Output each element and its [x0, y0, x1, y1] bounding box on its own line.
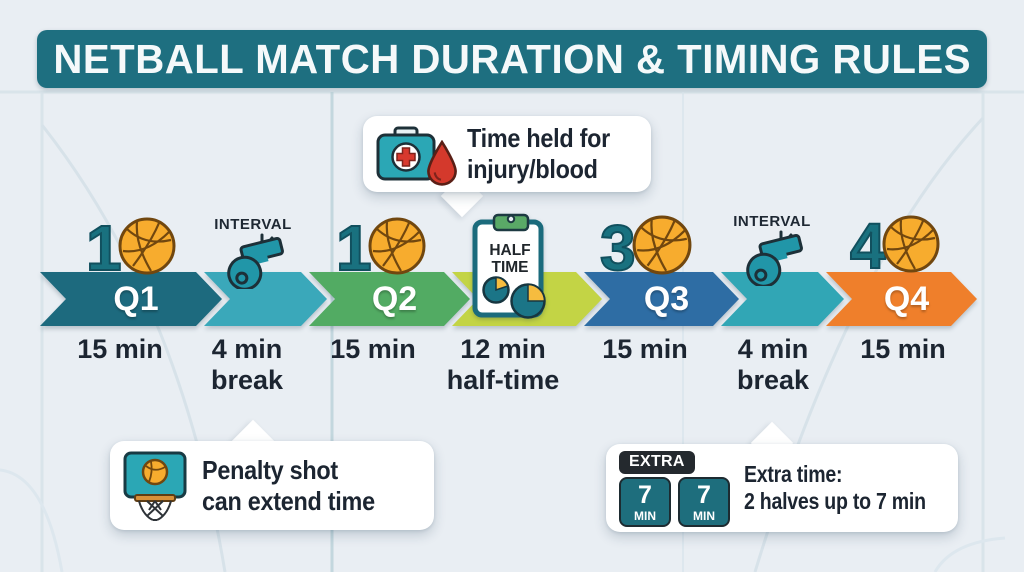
netball-icon: [368, 217, 426, 275]
quarter-1-icon-group: 1: [85, 215, 177, 281]
extra-time-tile: 7 MIN: [678, 477, 730, 527]
extra-callout-text: Extra time: 2 halves up to 7 min: [744, 460, 926, 514]
quarter-number: 1: [335, 211, 373, 284]
segment-label: Q1: [113, 279, 159, 318]
net-lines: [138, 499, 172, 521]
netball-hoop-icon: [123, 451, 187, 521]
extra-time-tiles-group: EXTRA 7 MIN 7 MIN: [606, 444, 742, 532]
duration-label: 15 min: [330, 334, 416, 364]
half-time-label-line2: TIME: [491, 259, 528, 276]
interval-label: INTERVAL: [733, 213, 811, 230]
quarter-4-icon-group: 4: [849, 213, 941, 279]
penalty-callout-text: Penalty shot can extend time: [202, 454, 375, 516]
injury-callout: Time held for injury/blood: [363, 116, 651, 192]
quarter-number: 3: [599, 211, 637, 284]
interval-label: INTERVAL: [214, 216, 292, 233]
netball-icon: [118, 217, 176, 275]
quarter-2-icon-group: 1: [335, 211, 427, 284]
half-time-clipboard-icon: HALF TIME: [472, 213, 546, 319]
duration-label: 15 min: [860, 334, 946, 364]
quarter-3-icon-group: 3: [599, 211, 693, 284]
duration-label: 15 min: [602, 334, 688, 364]
page-title: NETBALL MATCH DURATION & TIMING RULES: [53, 35, 971, 82]
extra-time-tile: 7 MIN: [619, 477, 671, 527]
extra-time-callout: EXTRA 7 MIN 7 MIN Extra time: 2 halves u…: [606, 444, 958, 532]
blood-drop-icon: [427, 140, 457, 186]
extra-badge: EXTRA: [619, 451, 695, 474]
segment-label: Q2: [371, 279, 418, 318]
whistle-icon: [746, 230, 803, 286]
timeline-segment-q3: Q3: [584, 272, 739, 326]
half-time-label-line1: HALF: [489, 242, 530, 259]
netball-icon: [632, 215, 692, 275]
interval-1-icon-group: INTERVAL: [183, 216, 323, 289]
segment-label: Q3: [643, 279, 690, 318]
timeline-segment-q4: Q4: [826, 272, 977, 326]
pie-chart-small: [482, 276, 510, 304]
duration-label: 12 min half-time: [446, 334, 560, 396]
timeline-segment-q2: Q2: [309, 272, 470, 326]
segment-label: Q4: [883, 279, 930, 318]
whistle-icon: [227, 233, 284, 289]
penalty-callout: Penalty shot can extend time: [110, 441, 434, 530]
title-bar: NETBALL MATCH DURATION & TIMING RULES: [37, 30, 987, 88]
pie-chart-big: [510, 283, 546, 319]
netball-icon: [882, 215, 940, 273]
injury-callout-text: Time held for injury/blood: [467, 123, 610, 184]
interval-2-icon-group: INTERVAL: [702, 213, 842, 286]
